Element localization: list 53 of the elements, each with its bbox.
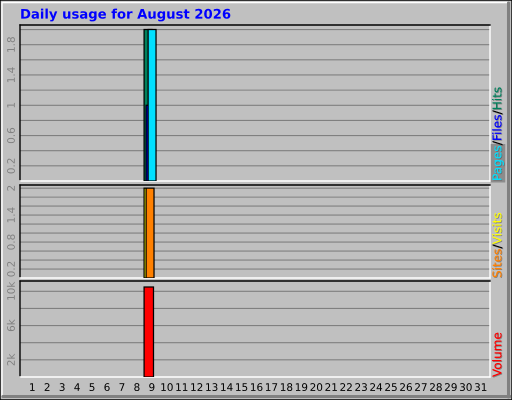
x-tick-label: 31 (474, 383, 486, 392)
text: Visits (492, 212, 502, 246)
x-tick-label: 12 (191, 383, 202, 391)
x-tick-label: 9 (149, 383, 154, 392)
x-tick-label: 16 (251, 383, 262, 392)
x-tick-label: 22 (340, 383, 352, 391)
chart-title: Daily usage for August 2026 (21, 8, 230, 22)
y-tick-label: 0.8 (7, 234, 15, 250)
y-tick-label: 0.6 (7, 128, 15, 144)
x-tick-label: 7 (119, 383, 124, 391)
x-tick-label: 29 (444, 383, 457, 392)
x-tick-label: 27 (415, 383, 427, 391)
x-tick-label: 17 (266, 383, 278, 391)
x-tick-label: 26 (400, 383, 412, 392)
text: / (492, 110, 504, 116)
x-tick-label: 23 (355, 383, 367, 392)
x-tick-label: 15 (236, 383, 248, 392)
x-tick-label: 19 (296, 383, 308, 392)
y-tick-label: 6k (6, 319, 15, 332)
x-tick-label: 24 (370, 383, 382, 391)
x-tick-label: 14 (221, 383, 233, 391)
x-tick-label: 18 (280, 383, 292, 392)
text: Files (492, 115, 502, 141)
x-tick-label: 3 (60, 383, 65, 392)
text: Hits (492, 87, 502, 110)
y-tick-label: 2 (7, 186, 15, 191)
y-tick-label: 1.8 (7, 37, 15, 52)
y-tick-label: 1 (7, 102, 15, 108)
y-tick-label: 1.4 (7, 67, 15, 82)
x-tick-label: 8 (134, 383, 140, 392)
x-tick-label: 30 (460, 383, 472, 392)
x-tick-label: 10 (161, 383, 173, 392)
x-tick-label: 6 (104, 383, 110, 392)
x-tick-label: 28 (430, 383, 442, 392)
text: Volume (492, 332, 502, 378)
x-tick-label: 5 (90, 383, 94, 392)
x-tick-label: 13 (206, 383, 218, 392)
y-tick-label: 0.2 (7, 158, 15, 174)
text: Sites (492, 249, 502, 278)
y-tick-label: 2k (6, 354, 15, 366)
text: / (492, 244, 504, 250)
x-tick-label: 25 (385, 383, 397, 392)
text: / (492, 141, 504, 146)
x-tick-label: 4 (74, 383, 80, 391)
x-tick-label: 2 (44, 383, 50, 391)
x-tick-label: 20 (310, 383, 322, 392)
y-tick-label: 0.2 (7, 262, 15, 277)
x-tick-label: 1 (30, 383, 35, 391)
text: Pages (492, 146, 505, 181)
y-tick-label: 10k (6, 282, 15, 300)
x-tick-label: 11 (176, 383, 188, 391)
y-tick-label: 1.4 (7, 207, 15, 222)
x-tick-label: 21 (325, 383, 337, 391)
